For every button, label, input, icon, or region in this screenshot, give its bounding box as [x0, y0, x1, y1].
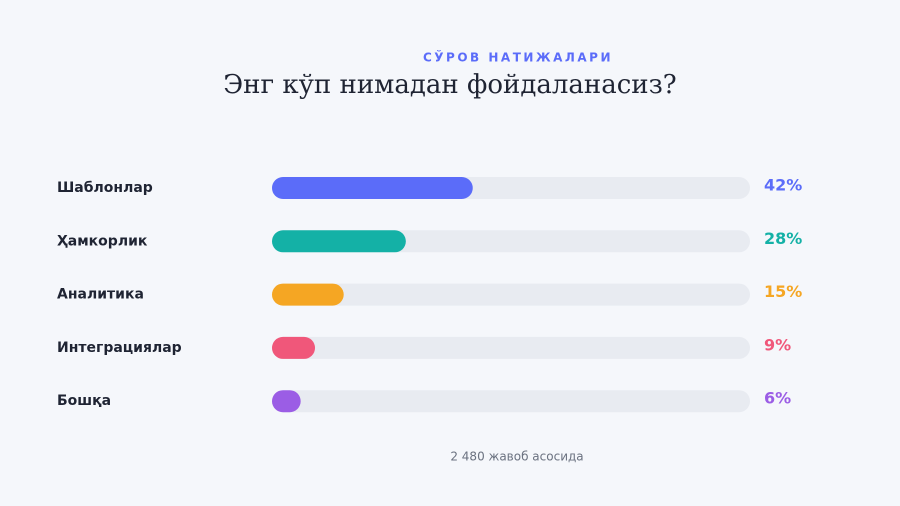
- bar-track: [272, 283, 750, 306]
- value-label: 42%: [764, 176, 802, 195]
- chart-subtitle: СЎРОВ НАТИЖАЛАРИ: [423, 50, 613, 65]
- chart-title: Энг кўп нимадан фойдаланасиз?: [223, 70, 676, 100]
- footnote: 2 480 жавоб асосида: [450, 450, 583, 464]
- value-label: 6%: [764, 389, 791, 408]
- bar: [272, 390, 301, 413]
- category-label: Бошқа: [57, 393, 111, 409]
- value-label: 15%: [764, 282, 802, 301]
- value-label: 9%: [764, 335, 791, 354]
- category-label: Шаблонлар: [57, 180, 153, 196]
- bar-track: [272, 390, 750, 413]
- bar: [272, 177, 473, 199]
- bar: [272, 230, 406, 253]
- category-label: Интеграциялар: [57, 340, 182, 356]
- bar: [272, 336, 316, 359]
- bar: [272, 283, 344, 306]
- bar-track: [272, 336, 750, 359]
- category-label: Аналитика: [57, 287, 144, 303]
- category-label: Ҳамкорлик: [57, 233, 148, 249]
- value-label: 28%: [764, 229, 802, 248]
